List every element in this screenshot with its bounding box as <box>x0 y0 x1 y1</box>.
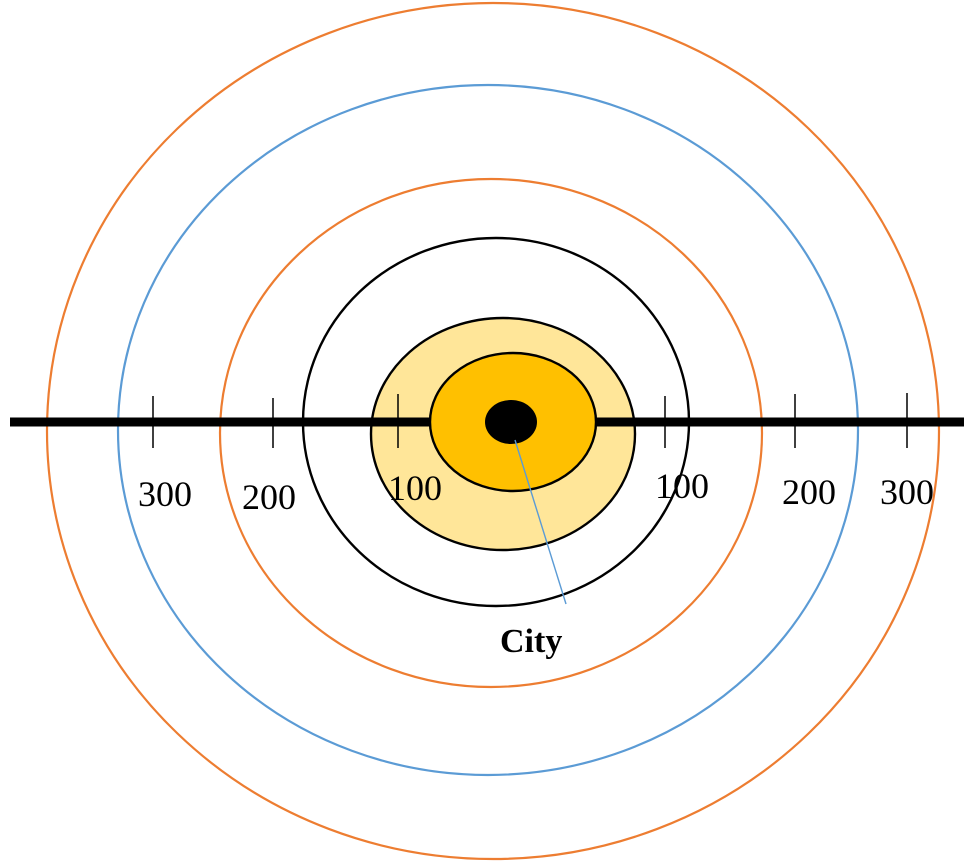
city-center-dot <box>485 400 537 444</box>
label-left-300: 300 <box>138 474 192 514</box>
label-left-100: 100 <box>388 468 442 508</box>
label-right-300: 300 <box>880 472 934 512</box>
label-right-100: 100 <box>655 466 709 506</box>
label-left-200: 200 <box>242 477 296 517</box>
label-right-200: 200 <box>782 472 836 512</box>
city-label: City <box>500 623 562 660</box>
